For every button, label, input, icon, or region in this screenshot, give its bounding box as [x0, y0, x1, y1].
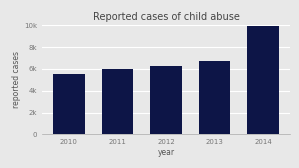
- Bar: [102, 69, 133, 134]
- Bar: [53, 74, 85, 134]
- X-axis label: year: year: [157, 148, 175, 157]
- Bar: [199, 61, 230, 134]
- Title: Reported cases of child abuse: Reported cases of child abuse: [92, 12, 239, 22]
- Y-axis label: reported cases: reported cases: [12, 51, 21, 108]
- Bar: [150, 66, 182, 134]
- Bar: [247, 26, 279, 134]
